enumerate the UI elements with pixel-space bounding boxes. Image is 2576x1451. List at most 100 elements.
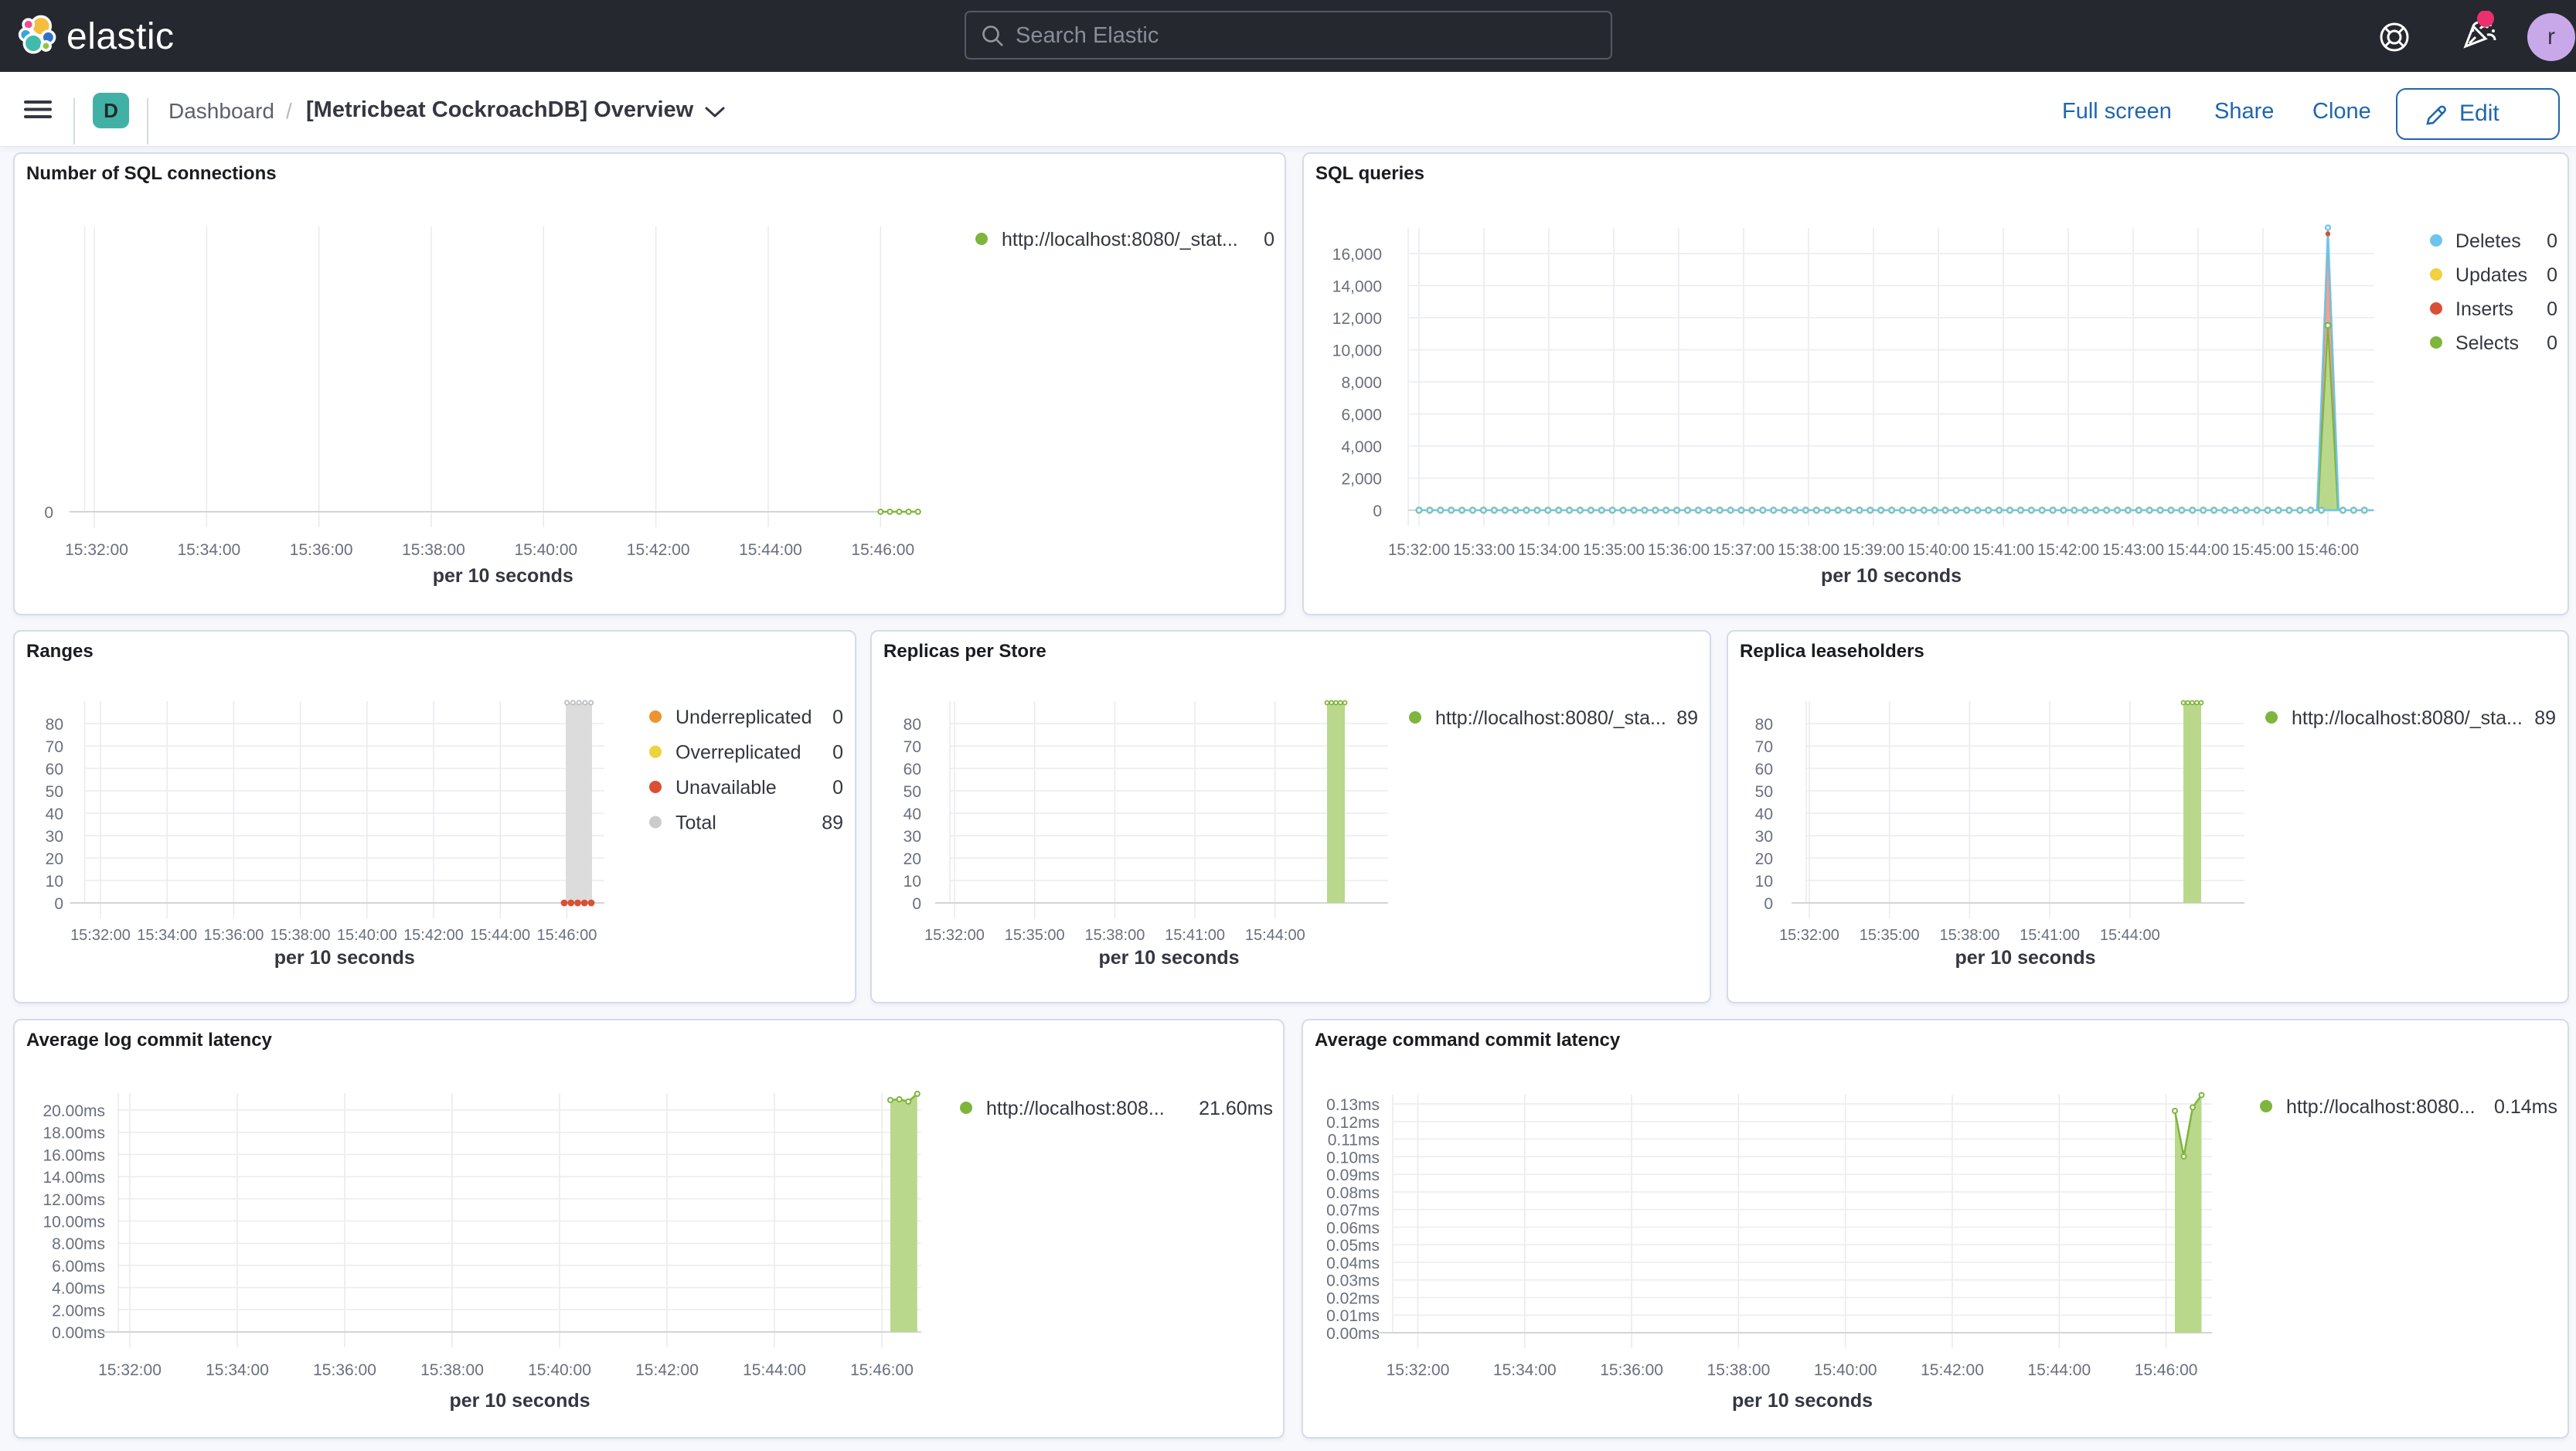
svg-text:http://localhost:8080/_sta...: http://localhost:8080/_sta... xyxy=(1435,707,1666,729)
svg-text:15:34:00: 15:34:00 xyxy=(137,927,197,944)
svg-text:0.07ms: 0.07ms xyxy=(1326,1202,1380,1220)
svg-text:0.05ms: 0.05ms xyxy=(1326,1237,1380,1255)
svg-text:0: 0 xyxy=(912,895,921,913)
svg-text:30: 30 xyxy=(1755,828,1773,846)
svg-text:http://localhost:8080/_sta...: http://localhost:8080/_sta... xyxy=(2292,707,2523,729)
svg-text:http://localhost:8080/_stat...: http://localhost:8080/_stat... xyxy=(1002,229,1238,250)
svg-text:per 10 seconds: per 10 seconds xyxy=(433,565,573,587)
svg-text:0.06ms: 0.06ms xyxy=(1326,1219,1380,1237)
svg-text:15:35:00: 15:35:00 xyxy=(1005,927,1065,944)
svg-text:60: 60 xyxy=(903,761,921,778)
svg-text:15:41:00: 15:41:00 xyxy=(1165,927,1225,944)
svg-text:per 10 seconds: per 10 seconds xyxy=(274,947,415,969)
svg-text:30: 30 xyxy=(46,828,63,846)
svg-text:15:35:00: 15:35:00 xyxy=(1860,927,1920,944)
svg-text:15:44:00: 15:44:00 xyxy=(743,1361,806,1379)
svg-text:15:36:00: 15:36:00 xyxy=(1648,541,1710,559)
svg-text:2,000: 2,000 xyxy=(1341,471,1382,489)
svg-text:0: 0 xyxy=(832,777,843,799)
svg-text:0: 0 xyxy=(54,895,63,913)
svg-text:15:32:00: 15:32:00 xyxy=(70,927,131,944)
svg-text:0.13ms: 0.13ms xyxy=(1326,1096,1380,1114)
svg-text:15:38:00: 15:38:00 xyxy=(271,927,331,944)
svg-text:Total: Total xyxy=(675,812,716,834)
svg-text:15:34:00: 15:34:00 xyxy=(1493,1361,1557,1379)
svg-text:50: 50 xyxy=(1755,783,1773,801)
svg-text:0.01ms: 0.01ms xyxy=(1326,1307,1380,1325)
svg-text:0: 0 xyxy=(832,742,843,764)
svg-text:15:42:00: 15:42:00 xyxy=(403,927,464,944)
svg-text:16,000: 16,000 xyxy=(1332,246,1382,264)
svg-text:15:34:00: 15:34:00 xyxy=(1518,541,1580,559)
svg-text:18.00ms: 18.00ms xyxy=(43,1125,105,1143)
svg-text:15:42:00: 15:42:00 xyxy=(627,541,690,559)
svg-text:Selects: Selects xyxy=(2455,332,2519,354)
svg-text:Average log commit latency: Average log commit latency xyxy=(26,1030,273,1051)
svg-text:15:46:00: 15:46:00 xyxy=(2135,1361,2198,1379)
svg-text:6.00ms: 6.00ms xyxy=(52,1258,105,1276)
svg-text:15:41:00: 15:41:00 xyxy=(2020,927,2080,944)
svg-text:15:42:00: 15:42:00 xyxy=(1921,1361,1984,1379)
svg-text:15:32:00: 15:32:00 xyxy=(65,541,128,559)
svg-text:0.03ms: 0.03ms xyxy=(1326,1272,1380,1290)
svg-text:8,000: 8,000 xyxy=(1341,374,1382,392)
svg-text:80: 80 xyxy=(903,716,921,734)
svg-text:10,000: 10,000 xyxy=(1332,342,1382,360)
svg-text:Average command commit latency: Average command commit latency xyxy=(1315,1030,1621,1051)
svg-text:15:44:00: 15:44:00 xyxy=(2027,1361,2091,1379)
svg-text:Number of SQL connections: Number of SQL connections xyxy=(26,163,277,184)
svg-text:15:32:00: 15:32:00 xyxy=(1779,927,1839,944)
svg-text:15:44:00: 15:44:00 xyxy=(470,927,530,944)
svg-text:15:36:00: 15:36:00 xyxy=(1600,1361,1663,1379)
svg-text:60: 60 xyxy=(46,761,63,778)
svg-text:Inserts: Inserts xyxy=(2455,298,2513,320)
svg-text:40: 40 xyxy=(46,806,63,823)
svg-text:15:44:00: 15:44:00 xyxy=(2100,927,2160,944)
svg-text:10: 10 xyxy=(903,873,921,891)
svg-text:0.00ms: 0.00ms xyxy=(1326,1325,1380,1343)
svg-text:15:32:00: 15:32:00 xyxy=(1388,541,1450,559)
svg-text:15:44:00: 15:44:00 xyxy=(2167,541,2229,559)
svg-text:15:34:00: 15:34:00 xyxy=(177,541,240,559)
svg-text:Unavailable: Unavailable xyxy=(675,777,777,799)
svg-text:50: 50 xyxy=(903,783,921,801)
svg-text:10.00ms: 10.00ms xyxy=(43,1214,105,1231)
svg-text:15:36:00: 15:36:00 xyxy=(313,1361,376,1379)
svg-text:15:36:00: 15:36:00 xyxy=(290,541,353,559)
svg-text:0.09ms: 0.09ms xyxy=(1326,1167,1380,1184)
svg-text:0: 0 xyxy=(2547,264,2557,286)
svg-text:20: 20 xyxy=(1755,850,1773,868)
svg-text:0: 0 xyxy=(44,504,53,522)
svg-text:15:32:00: 15:32:00 xyxy=(1387,1361,1450,1379)
svg-text:0: 0 xyxy=(1264,229,1274,250)
svg-text:16.00ms: 16.00ms xyxy=(43,1146,105,1164)
svg-text:0.04ms: 0.04ms xyxy=(1326,1255,1380,1272)
svg-text:15:34:00: 15:34:00 xyxy=(206,1361,269,1379)
svg-text:per 10 seconds: per 10 seconds xyxy=(1821,565,1962,587)
svg-text:89: 89 xyxy=(1676,707,1698,729)
svg-text:15:40:00: 15:40:00 xyxy=(514,541,577,559)
svg-text:4,000: 4,000 xyxy=(1341,438,1382,456)
svg-text:10: 10 xyxy=(1755,873,1773,891)
svg-text:12,000: 12,000 xyxy=(1332,310,1382,328)
svg-text:4.00ms: 4.00ms xyxy=(52,1280,105,1298)
svg-text:15:40:00: 15:40:00 xyxy=(1907,541,1969,559)
svg-text:15:38:00: 15:38:00 xyxy=(420,1361,484,1379)
svg-text:15:32:00: 15:32:00 xyxy=(924,927,985,944)
svg-text:30: 30 xyxy=(903,828,921,846)
svg-text:Deletes: Deletes xyxy=(2455,230,2521,252)
svg-text:80: 80 xyxy=(46,716,63,734)
svg-text:0.11ms: 0.11ms xyxy=(1328,1132,1380,1150)
svg-text:15:40:00: 15:40:00 xyxy=(337,927,397,944)
svg-text:15:32:00: 15:32:00 xyxy=(98,1361,162,1379)
svg-text:http://localhost:808...: http://localhost:808... xyxy=(986,1098,1165,1119)
svg-text:20.00ms: 20.00ms xyxy=(43,1102,105,1120)
svg-text:0: 0 xyxy=(832,707,843,728)
svg-text:15:44:00: 15:44:00 xyxy=(1245,927,1305,944)
svg-text:89: 89 xyxy=(822,812,843,834)
svg-text:per 10 seconds: per 10 seconds xyxy=(1732,1390,1873,1412)
svg-text:0: 0 xyxy=(1764,895,1773,913)
svg-text:15:44:00: 15:44:00 xyxy=(739,541,802,559)
svg-text:8.00ms: 8.00ms xyxy=(52,1235,105,1253)
svg-text:6,000: 6,000 xyxy=(1341,407,1382,424)
